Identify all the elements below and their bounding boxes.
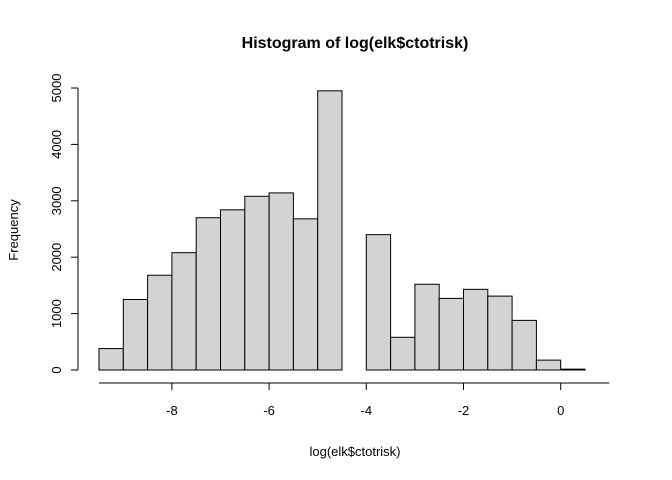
y-tick-label: 3000 xyxy=(49,186,64,215)
histogram-bar xyxy=(487,295,513,371)
histogram-bar xyxy=(390,336,416,371)
histogram-bar xyxy=(414,283,440,371)
bars-group xyxy=(98,90,586,371)
histogram-bar xyxy=(463,288,489,371)
histogram-bar xyxy=(122,299,149,371)
y-tick-label: 2000 xyxy=(49,243,64,272)
histogram-bar xyxy=(98,348,124,371)
histogram-bar xyxy=(535,359,562,371)
chart-title: Histogram of log(elk$ctotrisk) xyxy=(242,35,469,52)
histogram-bar xyxy=(292,218,319,371)
y-tick-label: 5000 xyxy=(49,74,64,103)
y-tick-label: 0 xyxy=(49,366,64,373)
x-tick-label: -4 xyxy=(361,403,373,418)
histogram-bar xyxy=(147,274,173,371)
histogram-bar xyxy=(511,319,537,371)
histogram-bar xyxy=(195,217,221,371)
histogram-bar xyxy=(365,234,392,371)
histogram-bar xyxy=(560,368,586,371)
y-tick-label: 4000 xyxy=(49,130,64,159)
x-tick-label: -6 xyxy=(263,403,275,418)
x-axis: -8 -6 -4 -2 0 xyxy=(99,382,610,418)
x-tick-label: -2 xyxy=(458,403,470,418)
histogram-bar xyxy=(171,252,197,371)
histogram-bar xyxy=(244,195,270,371)
x-axis-label: log(elk$ctotrisk) xyxy=(309,444,400,459)
x-tick-label: 0 xyxy=(557,403,564,418)
y-tick-label: 1000 xyxy=(49,299,64,328)
histogram-bar xyxy=(438,297,465,371)
histogram-bar xyxy=(220,209,246,371)
x-tick-label: -8 xyxy=(166,403,178,418)
histogram-bar xyxy=(317,90,343,371)
y-axis-label: Frequency xyxy=(6,199,21,261)
y-axis: 0 1000 2000 3000 4000 5000 xyxy=(49,74,79,374)
histogram-bar xyxy=(268,192,294,371)
